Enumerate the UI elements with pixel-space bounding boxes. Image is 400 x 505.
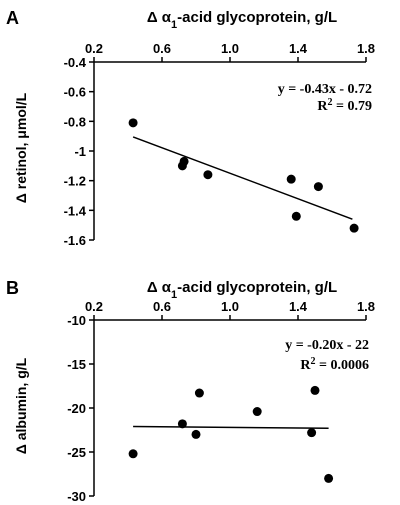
panel-b-marks	[128, 385, 334, 483]
panel-a-data-point	[179, 156, 189, 166]
panel-b-r-squared: R2 = 0.0006	[300, 356, 369, 374]
panel-a-y-axis-title: Δ retinol, μmol/L	[13, 92, 29, 203]
panel-a-trendline	[132, 136, 353, 220]
panel-b-x-tick-label: 0.6	[153, 299, 171, 314]
panel-b-trendline	[133, 425, 329, 429]
panel-b-y-axis-title: Δ albumin, g/L	[13, 357, 29, 454]
panel-a-data-point	[128, 118, 138, 128]
panel-b-data-point	[252, 407, 262, 417]
panel-b-data-point	[177, 419, 187, 429]
panel-b-y-tick-label: -30	[67, 489, 86, 504]
panel-a-data-point	[313, 182, 323, 192]
panel-b-data-point	[307, 428, 317, 438]
panel-a-y-tick-label: -0.6	[64, 85, 86, 100]
panel-b-y-tick-label: -25	[67, 445, 86, 460]
panel-a: A Δ α1-acid glycoprotein, g/L Δ retinol,…	[6, 8, 375, 248]
panel-b-x-tick-label: 1.8	[357, 299, 375, 314]
panel-a-x-tick-label: 1.8	[357, 41, 375, 56]
panel-a-y-tick-label: -1.4	[64, 203, 87, 218]
panel-a-y-tick-label: -1.2	[64, 174, 86, 189]
panel-b-y-tick-label: -15	[67, 357, 86, 372]
panel-a-data-point	[286, 174, 296, 184]
panel-a-marks	[128, 118, 359, 233]
panel-a-y-tick-label: -1.6	[64, 233, 86, 248]
panel-b-equation: y = -0.20x - 22	[285, 338, 369, 353]
panel-b-data-point	[128, 449, 138, 459]
panel-label-a: A	[6, 8, 19, 28]
panel-a-data-point	[203, 170, 213, 180]
panel-b-y-tick-label: -20	[67, 401, 86, 416]
panel-a-equation: y = -0.43x - 0.72	[278, 82, 372, 97]
panel-b-x-tick-label: 1.0	[221, 299, 239, 314]
panel-label-b: B	[6, 278, 19, 298]
panel-a-x-axis-title: Δ α1-acid glycoprotein, g/L	[147, 9, 337, 31]
panel-b: B Δ α1-acid glycoprotein, g/L Δ albumin,…	[6, 278, 375, 504]
panel-a-x-tick-label: 0.2	[85, 41, 103, 56]
panel-a-y-tick-label: -0.8	[64, 114, 86, 129]
panel-b-data-point	[324, 473, 334, 483]
panel-b-x-tick-label: 0.2	[85, 299, 103, 314]
panel-a-x-tick-label: 1.4	[289, 41, 308, 56]
panel-b-x-axis-title: Δ α1-acid glycoprotein, g/L	[147, 279, 337, 301]
panel-b-data-point	[191, 429, 201, 439]
panel-a-axes: 0.2 0.6 1.0 1.4 1.8 -0.4 -0.6 -0.8 -1 -1.2 -1.4 -1.…	[64, 41, 375, 248]
panel-b-y-tick-label: -10	[67, 313, 86, 328]
panel-a-x-tick-label: 1.0	[221, 41, 239, 56]
panel-b-data-point	[310, 385, 320, 395]
panel-a-x-tick-label: 0.6	[153, 41, 171, 56]
panel-a-data-point	[349, 223, 359, 233]
panel-b-x-tick-label: 1.4	[289, 299, 308, 314]
panel-b-axes: 0.2 0.6 1.0 1.4 1.8 -10 -15 -20 -25 -30	[67, 299, 375, 504]
panel-a-r-squared: R2 = 0.79	[317, 97, 372, 115]
panel-a-data-point	[291, 211, 301, 221]
panel-b-data-point	[194, 388, 204, 398]
panel-a-y-tick-label: -1	[74, 144, 86, 159]
panel-a-y-tick-label: -0.4	[64, 55, 87, 70]
